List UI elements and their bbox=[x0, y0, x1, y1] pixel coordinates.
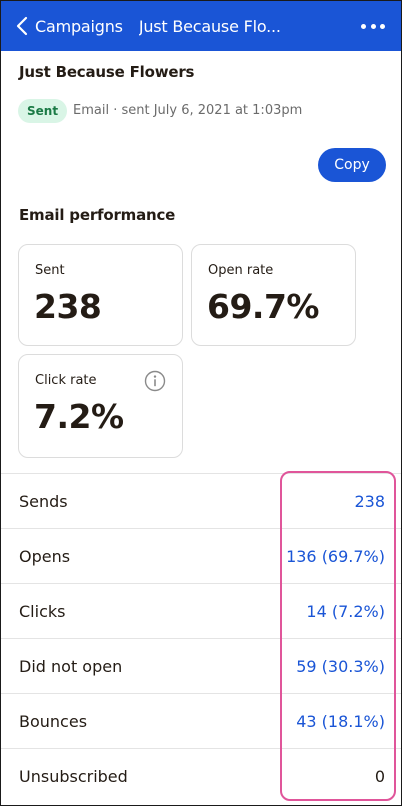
copy-button[interactable]: Copy bbox=[318, 148, 386, 182]
info-icon[interactable] bbox=[144, 370, 166, 392]
row-label: Did not open bbox=[19, 656, 123, 676]
more-options-icon[interactable] bbox=[361, 15, 385, 37]
stats-row-unsubscribed: Unsubscribed 0 bbox=[1, 748, 401, 803]
row-value-link[interactable]: 238 bbox=[354, 491, 385, 511]
page-title: Just Because Flo... bbox=[138, 16, 281, 36]
row-label: Clicks bbox=[19, 601, 66, 621]
stats-row-sends[interactable]: Sends 238 bbox=[1, 473, 401, 528]
stats-row-did-not-open[interactable]: Did not open 59 (30.3%) bbox=[1, 638, 401, 693]
row-value-link[interactable]: 136 (69.7%) bbox=[286, 546, 385, 566]
metric-value: 7.2% bbox=[34, 397, 124, 436]
row-label: Sends bbox=[19, 491, 68, 511]
stats-list: Sends 238 Opens 136 (69.7%) Clicks 14 (7… bbox=[1, 473, 401, 803]
back-label: Campaigns bbox=[35, 16, 123, 36]
metric-value: 238 bbox=[34, 287, 102, 326]
metric-card-open-rate: Open rate 69.7% bbox=[191, 244, 356, 346]
row-value: 0 bbox=[374, 766, 385, 786]
metric-label: Click rate bbox=[35, 373, 97, 388]
metric-label: Open rate bbox=[208, 263, 274, 278]
section-title-email-performance: Email performance bbox=[19, 206, 176, 224]
campaign-meta: Email · sent July 6, 2021 at 1:03pm bbox=[73, 103, 303, 118]
row-value-link[interactable]: 14 (7.2%) bbox=[306, 601, 385, 621]
row-label: Unsubscribed bbox=[19, 766, 128, 786]
stats-row-clicks[interactable]: Clicks 14 (7.2%) bbox=[1, 583, 401, 638]
row-label: Opens bbox=[19, 546, 71, 566]
stats-row-bounces[interactable]: Bounces 43 (18.1%) bbox=[1, 693, 401, 748]
chevron-left-icon bbox=[16, 16, 28, 36]
back-button[interactable]: Campaigns bbox=[1, 1, 123, 51]
metric-value: 69.7% bbox=[207, 287, 320, 326]
campaign-title: Just Because Flowers bbox=[19, 63, 195, 81]
metric-label: Sent bbox=[35, 263, 65, 278]
metric-card-sent: Sent 238 bbox=[18, 244, 183, 346]
row-value-link[interactable]: 59 (30.3%) bbox=[296, 656, 385, 676]
metric-card-click-rate: Click rate 7.2% bbox=[18, 354, 183, 458]
stats-row-opens[interactable]: Opens 136 (69.7%) bbox=[1, 528, 401, 583]
top-app-bar: Campaigns Just Because Flo... bbox=[1, 1, 401, 51]
row-value-link[interactable]: 43 (18.1%) bbox=[296, 711, 385, 731]
status-badge: Sent bbox=[18, 99, 68, 123]
row-label: Bounces bbox=[19, 711, 88, 731]
